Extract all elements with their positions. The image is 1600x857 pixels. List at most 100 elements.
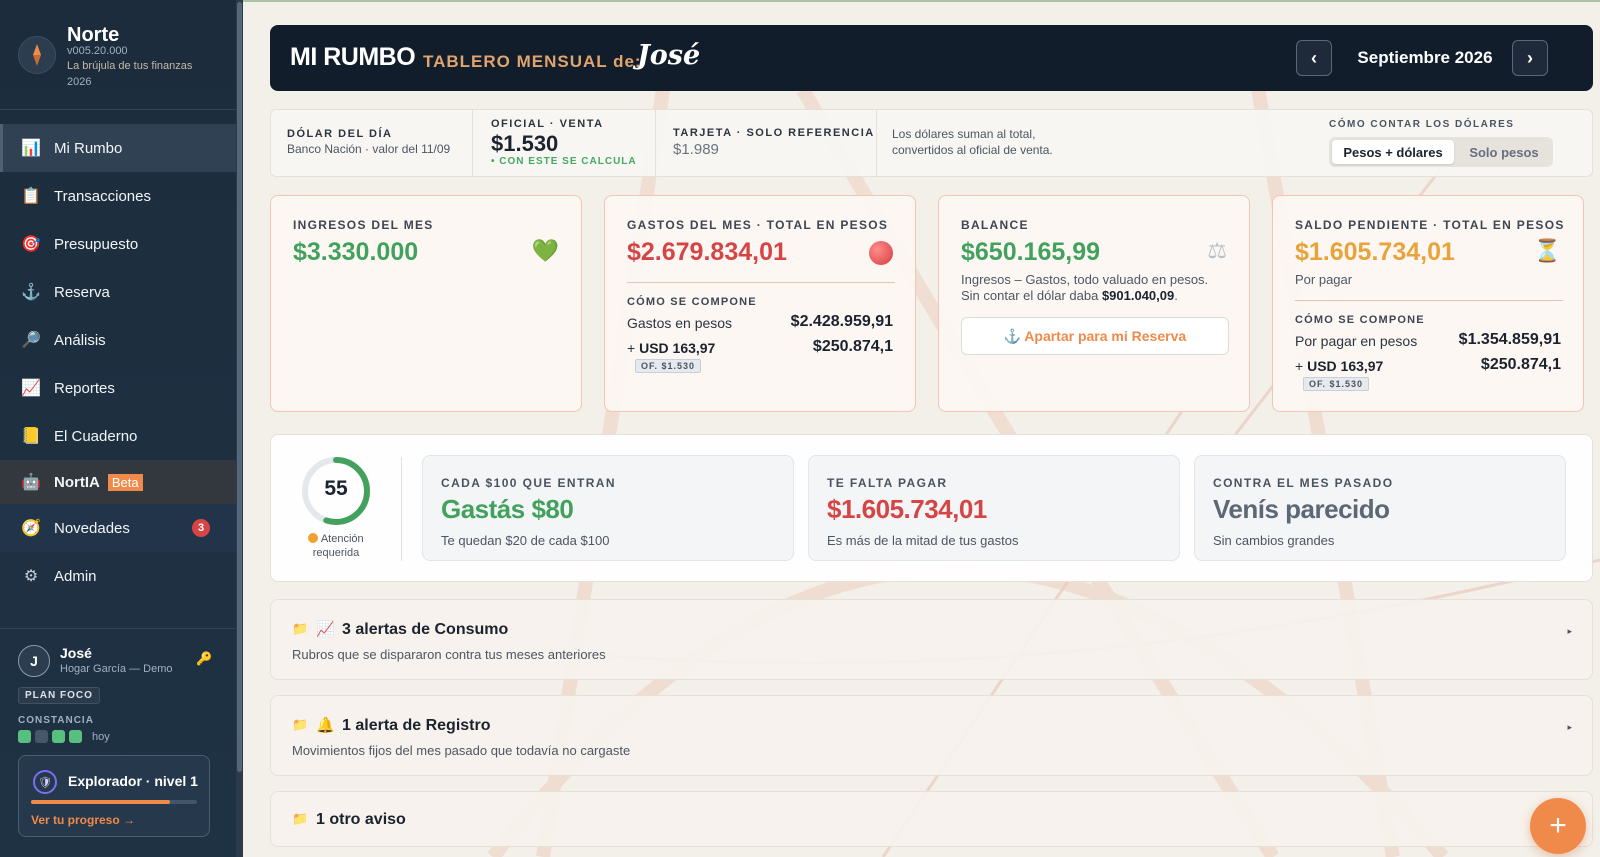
- sidebar-item-analisis[interactable]: 🔎 Análisis: [0, 316, 236, 364]
- ingresos-card: INGRESOS DEL MES $3.330.000 💚: [270, 195, 582, 412]
- sidebar-item-el-cuaderno[interactable]: 📒 El Cuaderno: [0, 412, 236, 460]
- card-label: INGRESOS DEL MES: [293, 218, 434, 232]
- prev-month-button[interactable]: ‹: [1296, 40, 1332, 76]
- card-label: BALANCE: [961, 218, 1029, 232]
- kpi-label: CONTRA EL MES PASADO: [1213, 476, 1394, 490]
- apartar-reserva-button[interactable]: ⚓ Apartar para mi Reserva: [961, 317, 1229, 355]
- tarjeta-label: TARJETA · SOLO REFERENCIA: [673, 127, 875, 139]
- saldo-usd-value: $250.874,1: [1480, 356, 1561, 373]
- avatar[interactable]: J: [18, 645, 50, 677]
- dolar-label: DÓLAR DEL DÍA: [287, 128, 393, 140]
- saldo-value: $1.605.734,01: [1295, 238, 1455, 266]
- constancy-day: [35, 730, 48, 743]
- month-label: Septiembre 2026: [1357, 48, 1493, 67]
- fx-note-line-1: Los dólares suman al total,: [892, 127, 1036, 141]
- user-display-name: José: [637, 40, 701, 71]
- explorer-badge-icon: 🛡: [33, 770, 57, 794]
- alert-sub: Rubros que se dispararon contra tus mese…: [292, 647, 606, 662]
- page-title: MI RUMBO: [290, 43, 416, 71]
- brand-year: 2026: [67, 76, 92, 88]
- green-heart-icon: 💚: [531, 238, 559, 263]
- count-mode-label: CÓMO CONTAR LOS DÓLARES: [1329, 119, 1515, 130]
- notification-count-badge: 3: [192, 519, 210, 537]
- sidebar-item-admin[interactable]: ⚙ Admin: [0, 552, 236, 600]
- gastos-usd-value: $250.874,1: [812, 338, 893, 355]
- sidebar-item-label: Transacciones: [54, 187, 151, 205]
- folder-icon: 📁: [292, 621, 309, 636]
- sidebar-item-transacciones[interactable]: 📋 Transacciones: [0, 172, 236, 220]
- hourglass-icon: ⏳: [1533, 238, 1561, 263]
- level-card[interactable]: 🛡 Explorador · nivel 1 Ver tu progreso →: [18, 755, 210, 837]
- sidebar-item-mi-rumbo[interactable]: 📊 Mi Rumbo: [0, 124, 236, 172]
- oficial-rate: OFICIAL · VENTA $1.530 • CON ESTE SE CAL…: [473, 110, 656, 176]
- constancy-day: [18, 730, 31, 743]
- robot-icon: 🤖: [21, 474, 41, 491]
- mode-pesos-dolares-button[interactable]: Pesos + dólares: [1332, 140, 1454, 164]
- kpi-mes-pasado: CONTRA EL MES PASADO Venís parecido Sin …: [1194, 455, 1566, 561]
- compass-logo-icon: [18, 36, 56, 74]
- orange-dot-icon: [308, 533, 319, 543]
- composition-label: CÓMO SE COMPONE: [627, 296, 757, 308]
- balance-desc-prefix: Sin contar el dólar daba: [961, 288, 1099, 303]
- health-score-ring: [302, 457, 370, 525]
- brand[interactable]: Norte v005.20.000 La brújula de tus fina…: [0, 0, 236, 110]
- brand-tagline: La brújula de tus finanzas: [67, 60, 193, 72]
- sidebar-item-label: Novedades: [54, 519, 130, 537]
- gastos-pesos-value: $2.428.959,91: [790, 313, 893, 330]
- health-score: 55: [324, 477, 348, 500]
- magnifier-icon: 🔎: [21, 332, 41, 349]
- key-icon[interactable]: 🔑: [196, 651, 213, 666]
- constancy-tracker: hoy: [18, 730, 110, 743]
- target-icon: 🎯: [21, 236, 41, 253]
- mode-solo-pesos-button[interactable]: Solo pesos: [1469, 144, 1539, 160]
- gastos-card: GASTOS DEL MES · TOTAL EN PESOS $2.679.8…: [604, 195, 916, 412]
- score-caption: Atención requerida: [285, 532, 387, 560]
- chevron-right-icon[interactable]: ▸: [1567, 626, 1572, 636]
- kpi-value: Venís parecido: [1213, 494, 1390, 524]
- sidebar-item-label: Presupuesto: [54, 235, 139, 253]
- level-progress-link[interactable]: Ver tu progreso →: [31, 813, 136, 827]
- sidebar-scrollbar[interactable]: [236, 0, 243, 857]
- alert-consumo[interactable]: 📁 📈 3 alertas de Consumo Rubros que se d…: [270, 599, 1593, 680]
- sidebar-item-reserva[interactable]: ⚓ Reserva: [0, 268, 236, 316]
- score-caption-line-1: Atención: [320, 533, 364, 545]
- kpi-value: $1.605.734,01: [827, 494, 987, 524]
- top-accent-line: [243, 0, 1600, 2]
- tarjeta-rate: TARJETA · SOLO REFERENCIA $1.989: [656, 110, 877, 176]
- balance-desc-1: Ingresos – Gastos, todo valuado en pesos…: [961, 272, 1209, 287]
- level-progress-bar: [31, 800, 197, 804]
- sidebar-item-label: El Cuaderno: [54, 427, 138, 445]
- oficial-note: • CON ESTE SE CALCULA: [491, 156, 637, 167]
- sidebar-item-label: Mi Rumbo: [54, 139, 123, 157]
- plan-badge: PLAN FOCO: [18, 687, 100, 704]
- kpi-sub: Es más de la mitad de tus gastos: [827, 533, 1019, 548]
- sidebar-item-reportes[interactable]: 📈 Reportes: [0, 364, 236, 412]
- alert-title: 1 otro aviso: [316, 811, 406, 828]
- next-month-button[interactable]: ›: [1512, 40, 1548, 76]
- apartar-label: Apartar para mi Reserva: [1024, 328, 1187, 344]
- sidebar-item-novedades[interactable]: 🧭 Novedades 3: [0, 504, 236, 552]
- scales-icon: ⚖: [1207, 238, 1227, 263]
- oficial-label: OFICIAL · VENTA: [491, 118, 604, 130]
- alert-otro-aviso[interactable]: 📁 1 otro aviso: [270, 791, 1593, 847]
- alert-registro[interactable]: 📁 🔔 1 alerta de Registro Movimientos fij…: [270, 695, 1593, 776]
- chevron-right-icon[interactable]: ▸: [1567, 722, 1572, 732]
- sidebar-item-presupuesto[interactable]: 🎯 Presupuesto: [0, 220, 236, 268]
- sidebar-item-nortia[interactable]: 🤖 NortIA Beta: [0, 460, 236, 504]
- saldo-pendiente-card: SALDO PENDIENTE · TOTAL EN PESOS $1.605.…: [1272, 195, 1584, 412]
- score-caption-line-2: requerida: [312, 547, 360, 559]
- fx-note: Los dólares suman al total, convertidos …: [892, 127, 1053, 157]
- balance-desc-suffix: .: [1174, 288, 1178, 303]
- constancy-day: [69, 730, 82, 743]
- kpi-label: CADA $100 QUE ENTRAN: [441, 476, 616, 490]
- brand-version: v005.20.000: [67, 45, 128, 57]
- add-transaction-button[interactable]: +: [1530, 798, 1586, 854]
- gastos-usd-label: + USD 163,97: [627, 340, 715, 356]
- constancy-day: [52, 730, 65, 743]
- constancy-label: CONSTANCIA: [18, 715, 94, 726]
- line-chart-icon: 📈: [21, 380, 41, 397]
- anchor-icon: ⚓: [1003, 327, 1022, 344]
- balance-without-usd: $901.040,09: [1101, 288, 1175, 303]
- user-household: Hogar García — Demo: [60, 663, 173, 675]
- score-ring-arc: [302, 457, 370, 525]
